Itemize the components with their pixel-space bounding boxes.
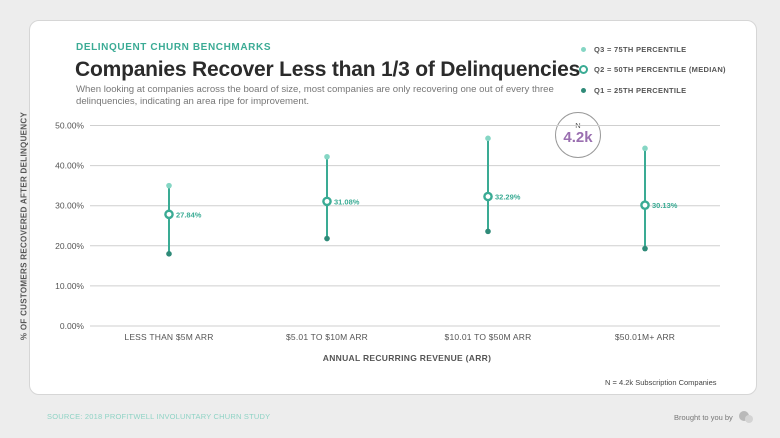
y-tick-label-5: 50.00% xyxy=(55,121,84,131)
x-tick-label-2: $10.01 TO $50M ARR xyxy=(445,332,532,342)
profitwell-logo-icon xyxy=(738,411,753,423)
eyebrow-label: DELINQUENT CHURN BENCHMARKS xyxy=(76,42,272,53)
q1-point-1 xyxy=(324,235,330,242)
y-tick-label-3: 30.00% xyxy=(55,201,84,211)
sample-size-value: 4.2k xyxy=(563,129,593,146)
x-tick-label-1: $5.01 TO $10M ARR xyxy=(286,332,368,342)
legend-q3-dot-icon xyxy=(581,46,586,52)
q1-point-0 xyxy=(166,251,172,257)
chart-card xyxy=(29,20,757,395)
median-point-0 xyxy=(164,209,174,220)
legend-q1-dot-icon xyxy=(581,87,586,93)
legend-item-q2: Q2 = 50TH PERCENTILE (MEDIAN) xyxy=(579,64,726,76)
median-point-3 xyxy=(640,200,650,210)
legend-q2-ring-icon xyxy=(579,65,588,74)
sample-note: N = 4.2k Subscription Companies xyxy=(605,378,717,387)
q3-point-0 xyxy=(166,182,172,189)
median-label-3: 30.13% xyxy=(652,201,678,210)
q3-point-1 xyxy=(324,153,330,160)
x-axis-title: ANNUAL RECURRING REVENUE (ARR) xyxy=(322,353,492,363)
legend-q3-label: Q3 = 75TH PERCENTILE xyxy=(594,44,687,54)
brought-to-you-by-label: Brought to you by xyxy=(674,412,733,422)
sample-size-badge: N 4.2k xyxy=(555,112,601,158)
q3-point-3 xyxy=(642,145,648,152)
x-tick-label-0: LESS THAN $5M ARR xyxy=(124,332,213,342)
median-label-0: 27.84% xyxy=(176,210,202,219)
y-tick-label-0: 0.00% xyxy=(60,321,85,331)
q1-point-2 xyxy=(485,228,491,235)
median-label-2: 32.29% xyxy=(495,193,521,202)
chart-title: Companies Recover Less than 1/3 of Delin… xyxy=(75,58,581,81)
median-point-2 xyxy=(483,191,493,202)
median-label-1: 31.08% xyxy=(334,197,360,206)
y-tick-label-4: 40.00% xyxy=(55,161,84,171)
y-tick-label-2: 20.00% xyxy=(55,241,84,251)
q3-point-2 xyxy=(485,135,491,142)
x-tick-label-3: $50.01M+ ARR xyxy=(615,332,675,342)
legend-q1-label: Q1 = 25TH PERCENTILE xyxy=(594,85,687,95)
legend-item-q1: Q1 = 25TH PERCENTILE xyxy=(580,84,726,96)
median-point-1 xyxy=(322,196,332,207)
legend-item-q3: Q3 = 75TH PERCENTILE xyxy=(580,43,726,55)
q1-point-3 xyxy=(642,245,648,252)
chart-subtitle: When looking at companies across the boa… xyxy=(76,84,554,107)
legend: Q3 = 75TH PERCENTILE Q2 = 50TH PERCENTIL… xyxy=(579,43,726,105)
legend-q2-label: Q2 = 50TH PERCENTILE (MEDIAN) xyxy=(594,65,726,74)
y-tick-label-1: 10.00% xyxy=(55,281,84,291)
source-note: SOURCE: 2018 PROFITWELL INVOLUNTARY CHUR… xyxy=(47,412,271,421)
brought-to-you-by: Brought to you by xyxy=(674,410,754,424)
